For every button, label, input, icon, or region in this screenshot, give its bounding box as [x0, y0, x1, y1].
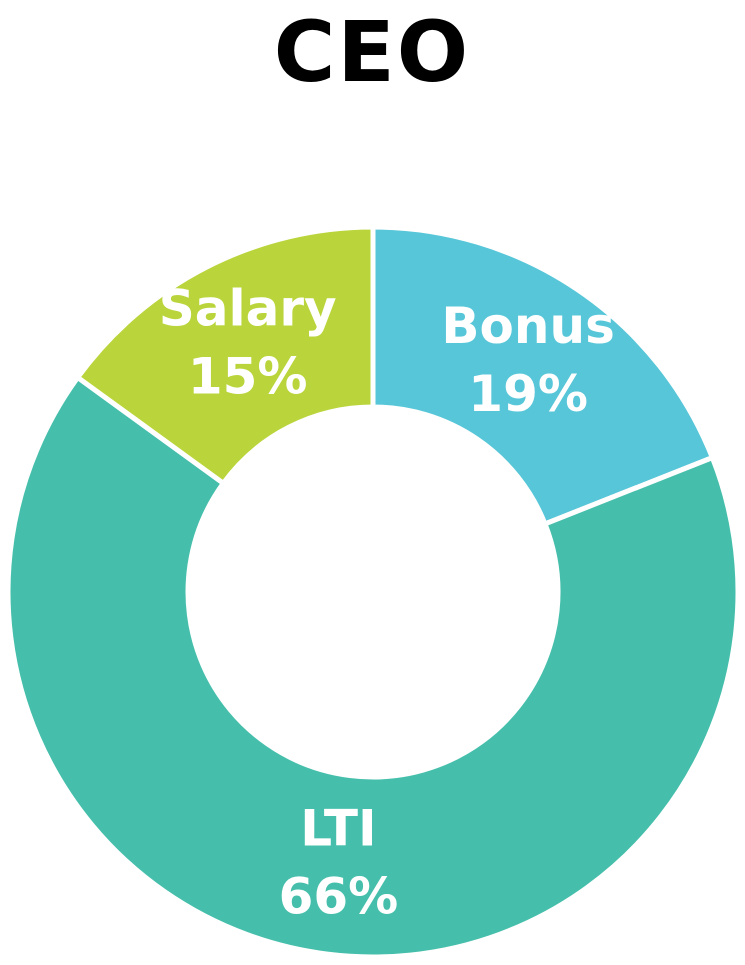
donut-slice — [5, 373, 741, 960]
donut-slice — [370, 224, 716, 528]
slice-value-label: 66% — [279, 867, 399, 925]
chart-title: CEO — [274, 3, 470, 101]
slice-category-label: LTI — [300, 799, 376, 857]
slice-category-label: Salary — [159, 280, 337, 338]
donut-slice — [74, 224, 376, 487]
slice-category-label: Bonus — [441, 297, 614, 355]
slice-value-label: 19% — [468, 365, 588, 423]
slice-value-label: 15% — [188, 348, 308, 406]
